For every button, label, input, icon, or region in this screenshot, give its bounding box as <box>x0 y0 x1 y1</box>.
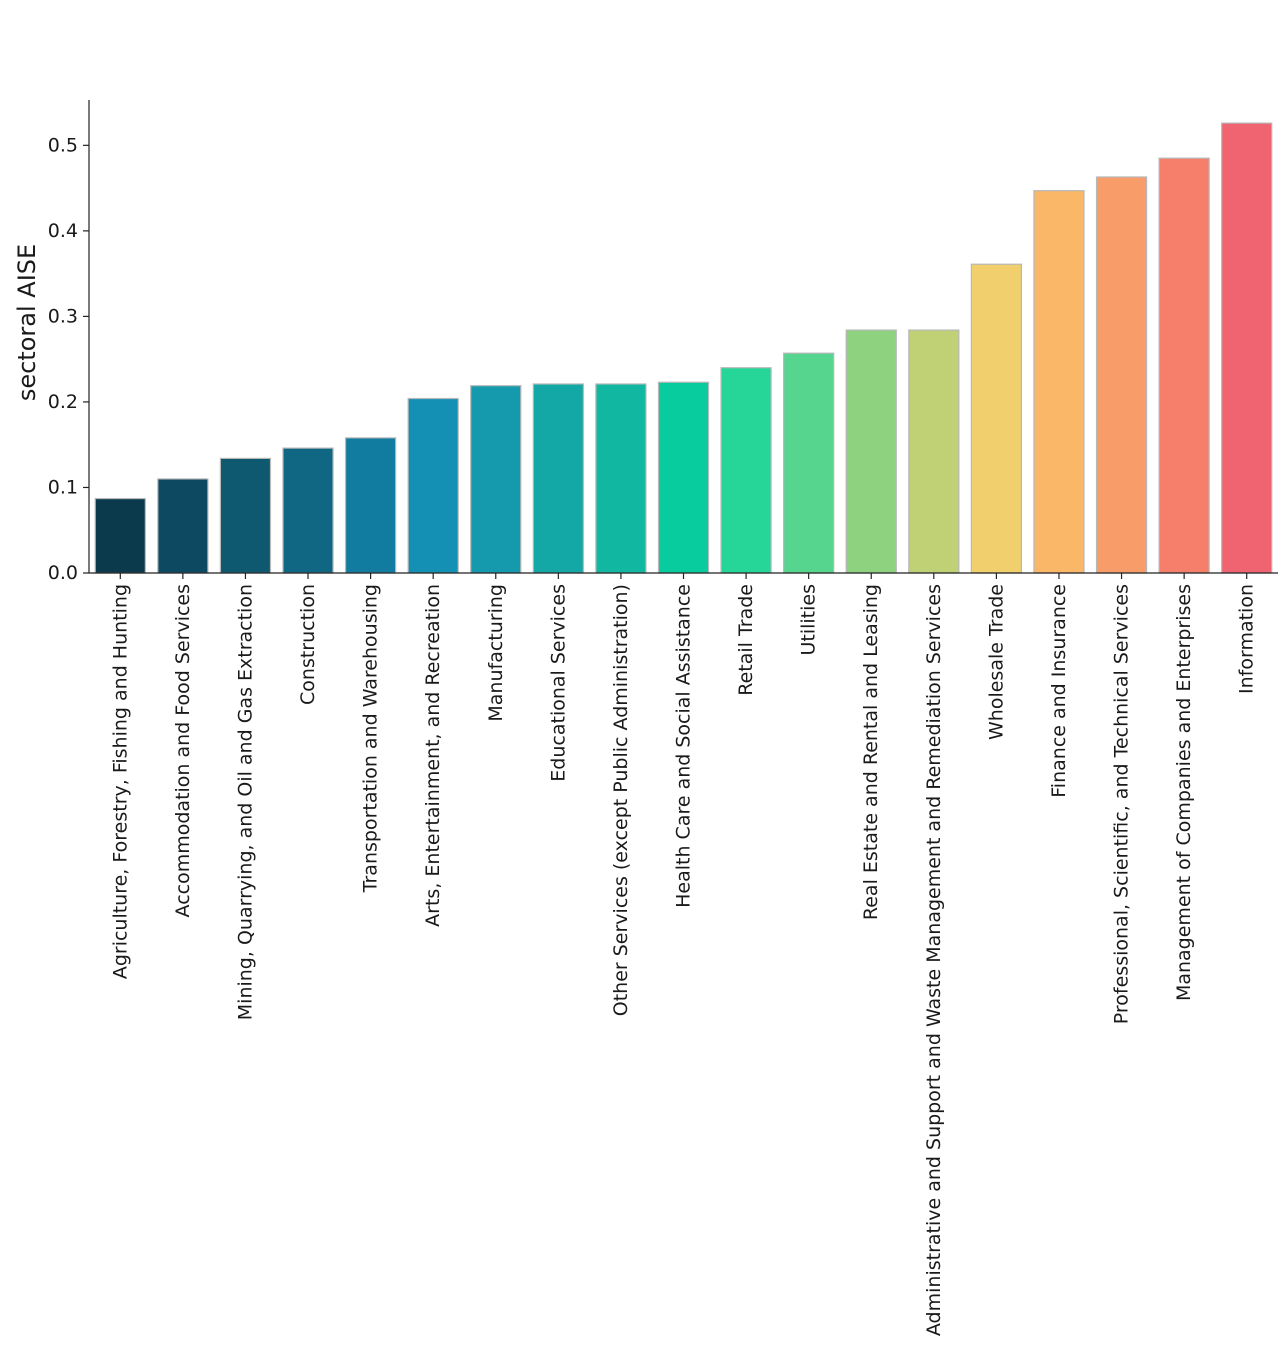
bar-16 <box>1095 176 1148 574</box>
bar-8 <box>595 383 647 574</box>
bar-11 <box>783 352 835 574</box>
y-ticks: 0.0 0.1 0.2 0.3 0.4 0.5 <box>48 134 89 584</box>
x-ticks: Agriculture, Forestry, Fishing and Hunti… <box>109 573 1258 1336</box>
bar-9 <box>657 381 710 574</box>
x-tick-label: Finance and Insurance <box>1048 584 1070 798</box>
y-axis-title: sectoral AISE <box>13 244 41 401</box>
x-tick-label: Management of Companies and Enterprises <box>1173 584 1195 1001</box>
x-tick-label: Arts, Entertainment, and Recreation <box>422 584 444 927</box>
x-tick-label: Retail Trade <box>735 584 757 696</box>
y-tick-label: 0.3 <box>48 305 78 327</box>
x-tick-label: Professional, Scientific, and Technical … <box>1111 584 1133 1024</box>
bar-13 <box>908 329 960 574</box>
y-tick-label: 0.4 <box>48 220 78 242</box>
bar-7 <box>532 383 584 574</box>
y-tick-label: 0.2 <box>48 391 78 413</box>
x-tick-label: Utilities <box>798 584 820 656</box>
y-tick-label: 0.1 <box>48 476 78 498</box>
x-tick-label: Administrative and Support and Waste Man… <box>923 584 945 1336</box>
bar-3 <box>282 447 334 574</box>
x-tick-label: Wholesale Trade <box>985 584 1007 740</box>
bar-18 <box>1221 122 1273 574</box>
bar-17 <box>1158 157 1210 574</box>
x-tick-label: Health Care and Social Assistance <box>673 584 695 908</box>
bar-4 <box>344 437 397 574</box>
y-tick-label: 0.0 <box>48 562 78 584</box>
x-tick-label: Real Estate and Rental and Leasing <box>860 584 882 920</box>
bars-layer <box>94 122 1273 574</box>
bar-2 <box>219 457 272 574</box>
bar-0 <box>94 497 146 574</box>
x-tick-label: Information <box>1236 584 1258 694</box>
x-tick-label: Educational Services <box>547 584 569 782</box>
x-tick-label: Accommodation and Food Services <box>172 584 194 917</box>
bar-5 <box>407 397 459 574</box>
x-tick-label: Transportation and Warehousing <box>360 584 382 893</box>
bar-6 <box>470 385 522 574</box>
x-tick-label: Manufacturing <box>485 584 507 722</box>
y-tick-label: 0.5 <box>48 134 78 156</box>
x-tick-label: Agriculture, Forestry, Fishing and Hunti… <box>109 584 131 979</box>
bar-14 <box>970 263 1023 574</box>
bar-1 <box>157 478 209 574</box>
bar-12 <box>845 329 897 574</box>
x-tick-label: Mining, Quarrying, and Oil and Gas Extra… <box>234 584 256 1020</box>
bar-10 <box>720 367 772 574</box>
x-tick-label: Other Services (except Public Administra… <box>610 584 632 1016</box>
bar-15 <box>1033 190 1085 574</box>
x-tick-label: Construction <box>297 584 319 705</box>
